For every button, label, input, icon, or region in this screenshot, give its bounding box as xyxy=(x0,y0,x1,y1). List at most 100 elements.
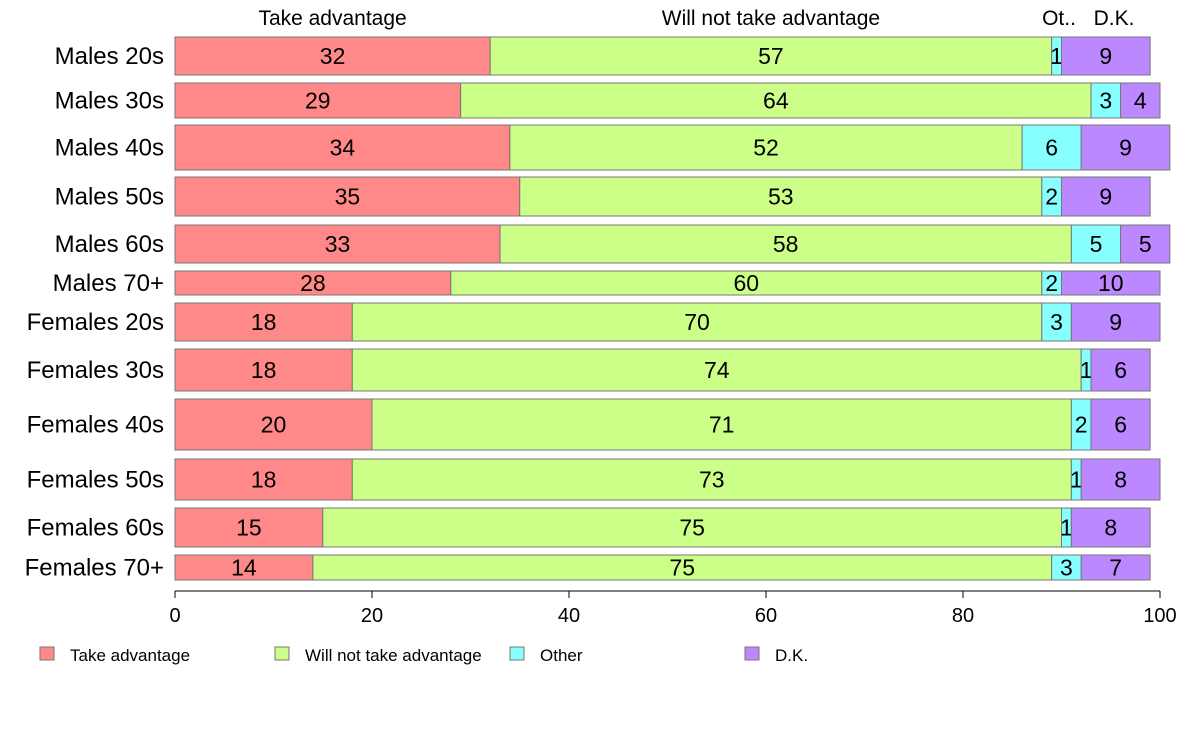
data-label: 10 xyxy=(1098,270,1124,296)
bar-segment xyxy=(351,458,1072,501)
y-tick-label: Males 60s xyxy=(55,231,164,258)
legend-swatch xyxy=(39,646,55,661)
bar-segment xyxy=(312,554,1053,581)
y-tick-label: Males 20s xyxy=(55,43,164,70)
bar-segment xyxy=(1090,398,1151,451)
bar-segment xyxy=(1061,36,1151,76)
data-label: 1 xyxy=(1070,467,1083,493)
bar-segment xyxy=(1061,176,1151,217)
bar-segment xyxy=(519,176,1043,217)
bar-segment xyxy=(1120,82,1161,119)
y-tick-label: Males 40s xyxy=(55,135,164,162)
bar-segment xyxy=(499,224,1072,264)
data-label: 57 xyxy=(758,43,784,69)
data-label: 9 xyxy=(1119,135,1132,161)
data-label: 15 xyxy=(236,515,262,541)
data-label: 1 xyxy=(1080,357,1093,383)
data-label: 5 xyxy=(1090,231,1103,257)
x-tick-label: 60 xyxy=(755,605,777,627)
data-label: 2 xyxy=(1075,412,1088,438)
data-label: 60 xyxy=(734,270,760,296)
data-label: 32 xyxy=(320,43,346,69)
data-label: 6 xyxy=(1114,412,1127,438)
data-label: 73 xyxy=(699,467,725,493)
bar-segment xyxy=(174,124,511,171)
data-label: 75 xyxy=(669,555,695,581)
bar-segment xyxy=(174,554,314,581)
legend-swatch xyxy=(744,646,760,661)
bar-segment xyxy=(351,348,1082,392)
data-label: 2 xyxy=(1045,184,1058,210)
top-labels: Take advantage Will not take advantage Ot.… xyxy=(258,7,1134,30)
bar-segment xyxy=(1090,82,1122,119)
data-label: 7 xyxy=(1109,555,1122,581)
top-label-0: Take advantage xyxy=(258,7,406,30)
bar-segment xyxy=(174,176,521,217)
bar-segment xyxy=(174,507,324,548)
data-label: 1 xyxy=(1060,515,1073,541)
bar-segment xyxy=(1080,124,1171,171)
bar-segment xyxy=(1061,270,1161,296)
data-label: 20 xyxy=(261,412,287,438)
data-label: 71 xyxy=(709,412,735,438)
bar-segment xyxy=(1090,348,1151,392)
bar-segment xyxy=(1080,458,1161,501)
data-label: 28 xyxy=(300,270,326,296)
data-label: 74 xyxy=(704,357,730,383)
bar-segment xyxy=(174,398,373,451)
bar-segment xyxy=(371,398,1072,451)
data-label: 1 xyxy=(1050,43,1063,69)
legend-label: D.K. xyxy=(775,646,808,665)
data-label: 9 xyxy=(1099,43,1112,69)
bar-segment xyxy=(450,270,1043,296)
data-label: 3 xyxy=(1050,309,1063,335)
x-tick-label: 0 xyxy=(169,605,180,627)
data-label: 6 xyxy=(1045,135,1058,161)
data-label: 52 xyxy=(753,135,779,161)
legend-label: Other xyxy=(540,646,583,665)
legend: Take advantage Will not take advantage Oth… xyxy=(39,646,808,665)
bar-segment xyxy=(1041,302,1072,342)
data-label: 53 xyxy=(768,184,794,210)
y-tick-label: Males 30s xyxy=(55,88,164,115)
bar-segment xyxy=(174,302,353,342)
bar-segment xyxy=(174,458,353,501)
data-label: 64 xyxy=(763,88,789,114)
bar-segment xyxy=(460,82,1092,119)
bar-segment xyxy=(509,124,1023,171)
data-label: 2 xyxy=(1045,270,1058,296)
y-tick-label: Females 40s xyxy=(27,412,164,439)
legend-label: Take advantage xyxy=(70,646,190,665)
y-axis-labels: Males 20s Males 30s Males 40s Males 50s Male… xyxy=(25,43,164,582)
bar-segment xyxy=(1070,507,1151,548)
data-label: 8 xyxy=(1114,467,1127,493)
data-label: 9 xyxy=(1099,184,1112,210)
bar-segment xyxy=(174,82,462,119)
bar-segment xyxy=(174,348,353,392)
data-label: 29 xyxy=(305,88,331,114)
bar-segment xyxy=(1051,554,1082,581)
data-label: 33 xyxy=(325,231,351,257)
top-label-3: D.K. xyxy=(1094,7,1135,30)
data-label: 14 xyxy=(231,555,257,581)
legend-swatch xyxy=(274,646,290,661)
bar-segment xyxy=(1120,224,1171,264)
x-tick-label: 100 xyxy=(1143,605,1176,627)
data-label: 75 xyxy=(679,515,705,541)
data-label: 3 xyxy=(1060,555,1073,581)
y-tick-label: Females 60s xyxy=(27,515,164,542)
bar-segment xyxy=(1070,302,1161,342)
y-tick-label: Males 70+ xyxy=(53,270,164,297)
x-axis: 0 20 40 60 80 100 xyxy=(169,590,1177,627)
y-tick-label: Females 70+ xyxy=(25,555,164,582)
data-label: 3 xyxy=(1099,88,1112,114)
y-tick-label: Females 20s xyxy=(27,309,164,336)
y-tick-label: Females 30s xyxy=(27,357,164,384)
y-tick-label: Males 50s xyxy=(55,184,164,211)
bar-segment xyxy=(174,224,501,264)
data-label: 18 xyxy=(251,357,277,383)
top-label-1: Will not take advantage xyxy=(662,7,880,30)
legend-label: Will not take advantage xyxy=(305,646,482,665)
